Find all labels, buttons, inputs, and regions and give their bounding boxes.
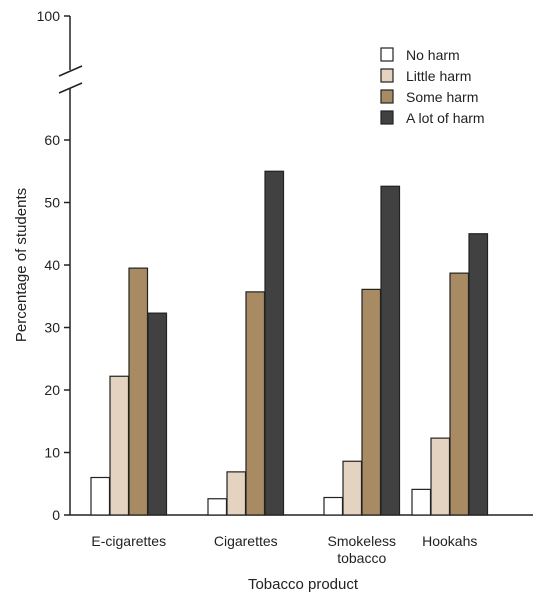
category-label: Cigarettes — [214, 533, 278, 549]
bar-little-harm — [226, 471, 247, 516]
bars — [90, 170, 489, 516]
legend-swatch — [380, 68, 394, 83]
y-tick-label: 40 — [44, 257, 60, 273]
axes: 0 10 20 30 40 50 60 100 — [37, 8, 533, 523]
bar-a-lot-of-harm — [147, 312, 168, 516]
bar-a-lot-of-harm — [380, 185, 401, 516]
category-label: E-cigarettes — [91, 533, 166, 549]
axis-break-mark — [58, 82, 83, 94]
y-tick-label: 10 — [44, 445, 60, 461]
bar-no-harm — [90, 476, 111, 516]
bar-some-harm — [245, 291, 266, 516]
axis-break-mark — [58, 65, 83, 77]
y-tick-label: 60 — [44, 132, 60, 148]
legend: No harm Little harm Some harm A lot of harm — [380, 47, 485, 126]
legend-label: No harm — [406, 47, 460, 63]
legend-label: Some harm — [406, 89, 478, 105]
y-axis-title: Percentage of students — [13, 188, 30, 342]
y-tick-label: 0 — [52, 507, 60, 523]
bar-some-harm — [361, 288, 382, 516]
bar-no-harm — [207, 498, 228, 516]
y-tick-label: 30 — [44, 320, 60, 336]
legend-swatch — [380, 47, 394, 62]
bar-little-harm — [342, 460, 363, 516]
y-tick-label: 50 — [44, 195, 60, 211]
legend-swatch — [380, 110, 394, 125]
legend-label: Little harm — [406, 68, 471, 84]
category-labels: E-cigarettes Cigarettes Smokeless tobacco Ho… — [91, 533, 477, 566]
bar-little-harm — [109, 375, 130, 516]
bar-some-harm — [449, 272, 470, 516]
y-tick-label: 100 — [37, 8, 61, 24]
legend-label: A lot of harm — [406, 110, 485, 126]
bar-a-lot-of-harm — [264, 170, 285, 516]
bar-a-lot-of-harm — [468, 233, 489, 516]
bar-little-harm — [430, 437, 451, 516]
category-label: Smokeless tobacco — [328, 533, 396, 566]
category-label: Hookahs — [422, 533, 477, 549]
legend-swatch — [380, 89, 394, 104]
x-axis-title: Tobacco product — [248, 576, 359, 593]
bar-no-harm — [411, 488, 432, 516]
bar-no-harm — [323, 496, 344, 516]
y-tick-label: 20 — [44, 382, 60, 398]
bar-some-harm — [128, 267, 149, 516]
